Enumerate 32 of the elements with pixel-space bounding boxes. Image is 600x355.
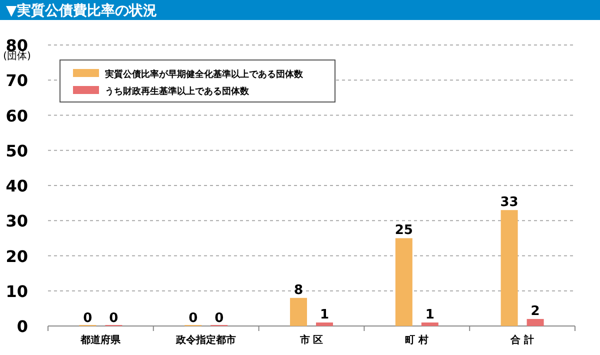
bar [526, 318, 544, 326]
legend-label: うち財政再生基準以上である団体数 [105, 86, 250, 97]
x-tick-label: 合 計 [510, 334, 534, 346]
x-tick-label: 町 村 [405, 334, 429, 346]
x-tick-label: 政令指定都市 [175, 334, 236, 346]
bar [421, 322, 438, 326]
bar [316, 322, 333, 326]
data-label: 33 [500, 195, 518, 210]
chart-title: ▼実質公債費比率の状況 [6, 2, 157, 19]
data-label: 0 [214, 311, 224, 326]
data-label: 1 [425, 307, 434, 322]
data-label: 8 [294, 282, 304, 298]
data-label: 0 [188, 311, 198, 326]
legend-label: 実質公債比率が早期健全化基準以上である団体数 [104, 69, 304, 80]
y-tick-label: 70 [6, 71, 28, 90]
x-tick-label: 市 区 [298, 334, 324, 346]
data-label: 0 [83, 311, 92, 326]
y-tick-label: 50 [6, 141, 28, 160]
y-tick-label: 30 [6, 212, 28, 231]
y-tick-label: 60 [6, 106, 28, 126]
y-tick-label: 0 [16, 317, 28, 336]
data-label: 0 [109, 311, 118, 326]
x-tick-label: 都道府県 [80, 334, 122, 346]
data-label: 2 [530, 304, 540, 319]
data-label: 25 [394, 223, 413, 238]
y-tick-label: 10 [6, 282, 28, 301]
y-tick-label: 20 [6, 246, 28, 266]
bar [500, 210, 518, 326]
bar [395, 238, 412, 326]
bar [290, 298, 307, 326]
data-label: 1 [320, 307, 330, 322]
y-tick-label: 40 [6, 176, 28, 196]
